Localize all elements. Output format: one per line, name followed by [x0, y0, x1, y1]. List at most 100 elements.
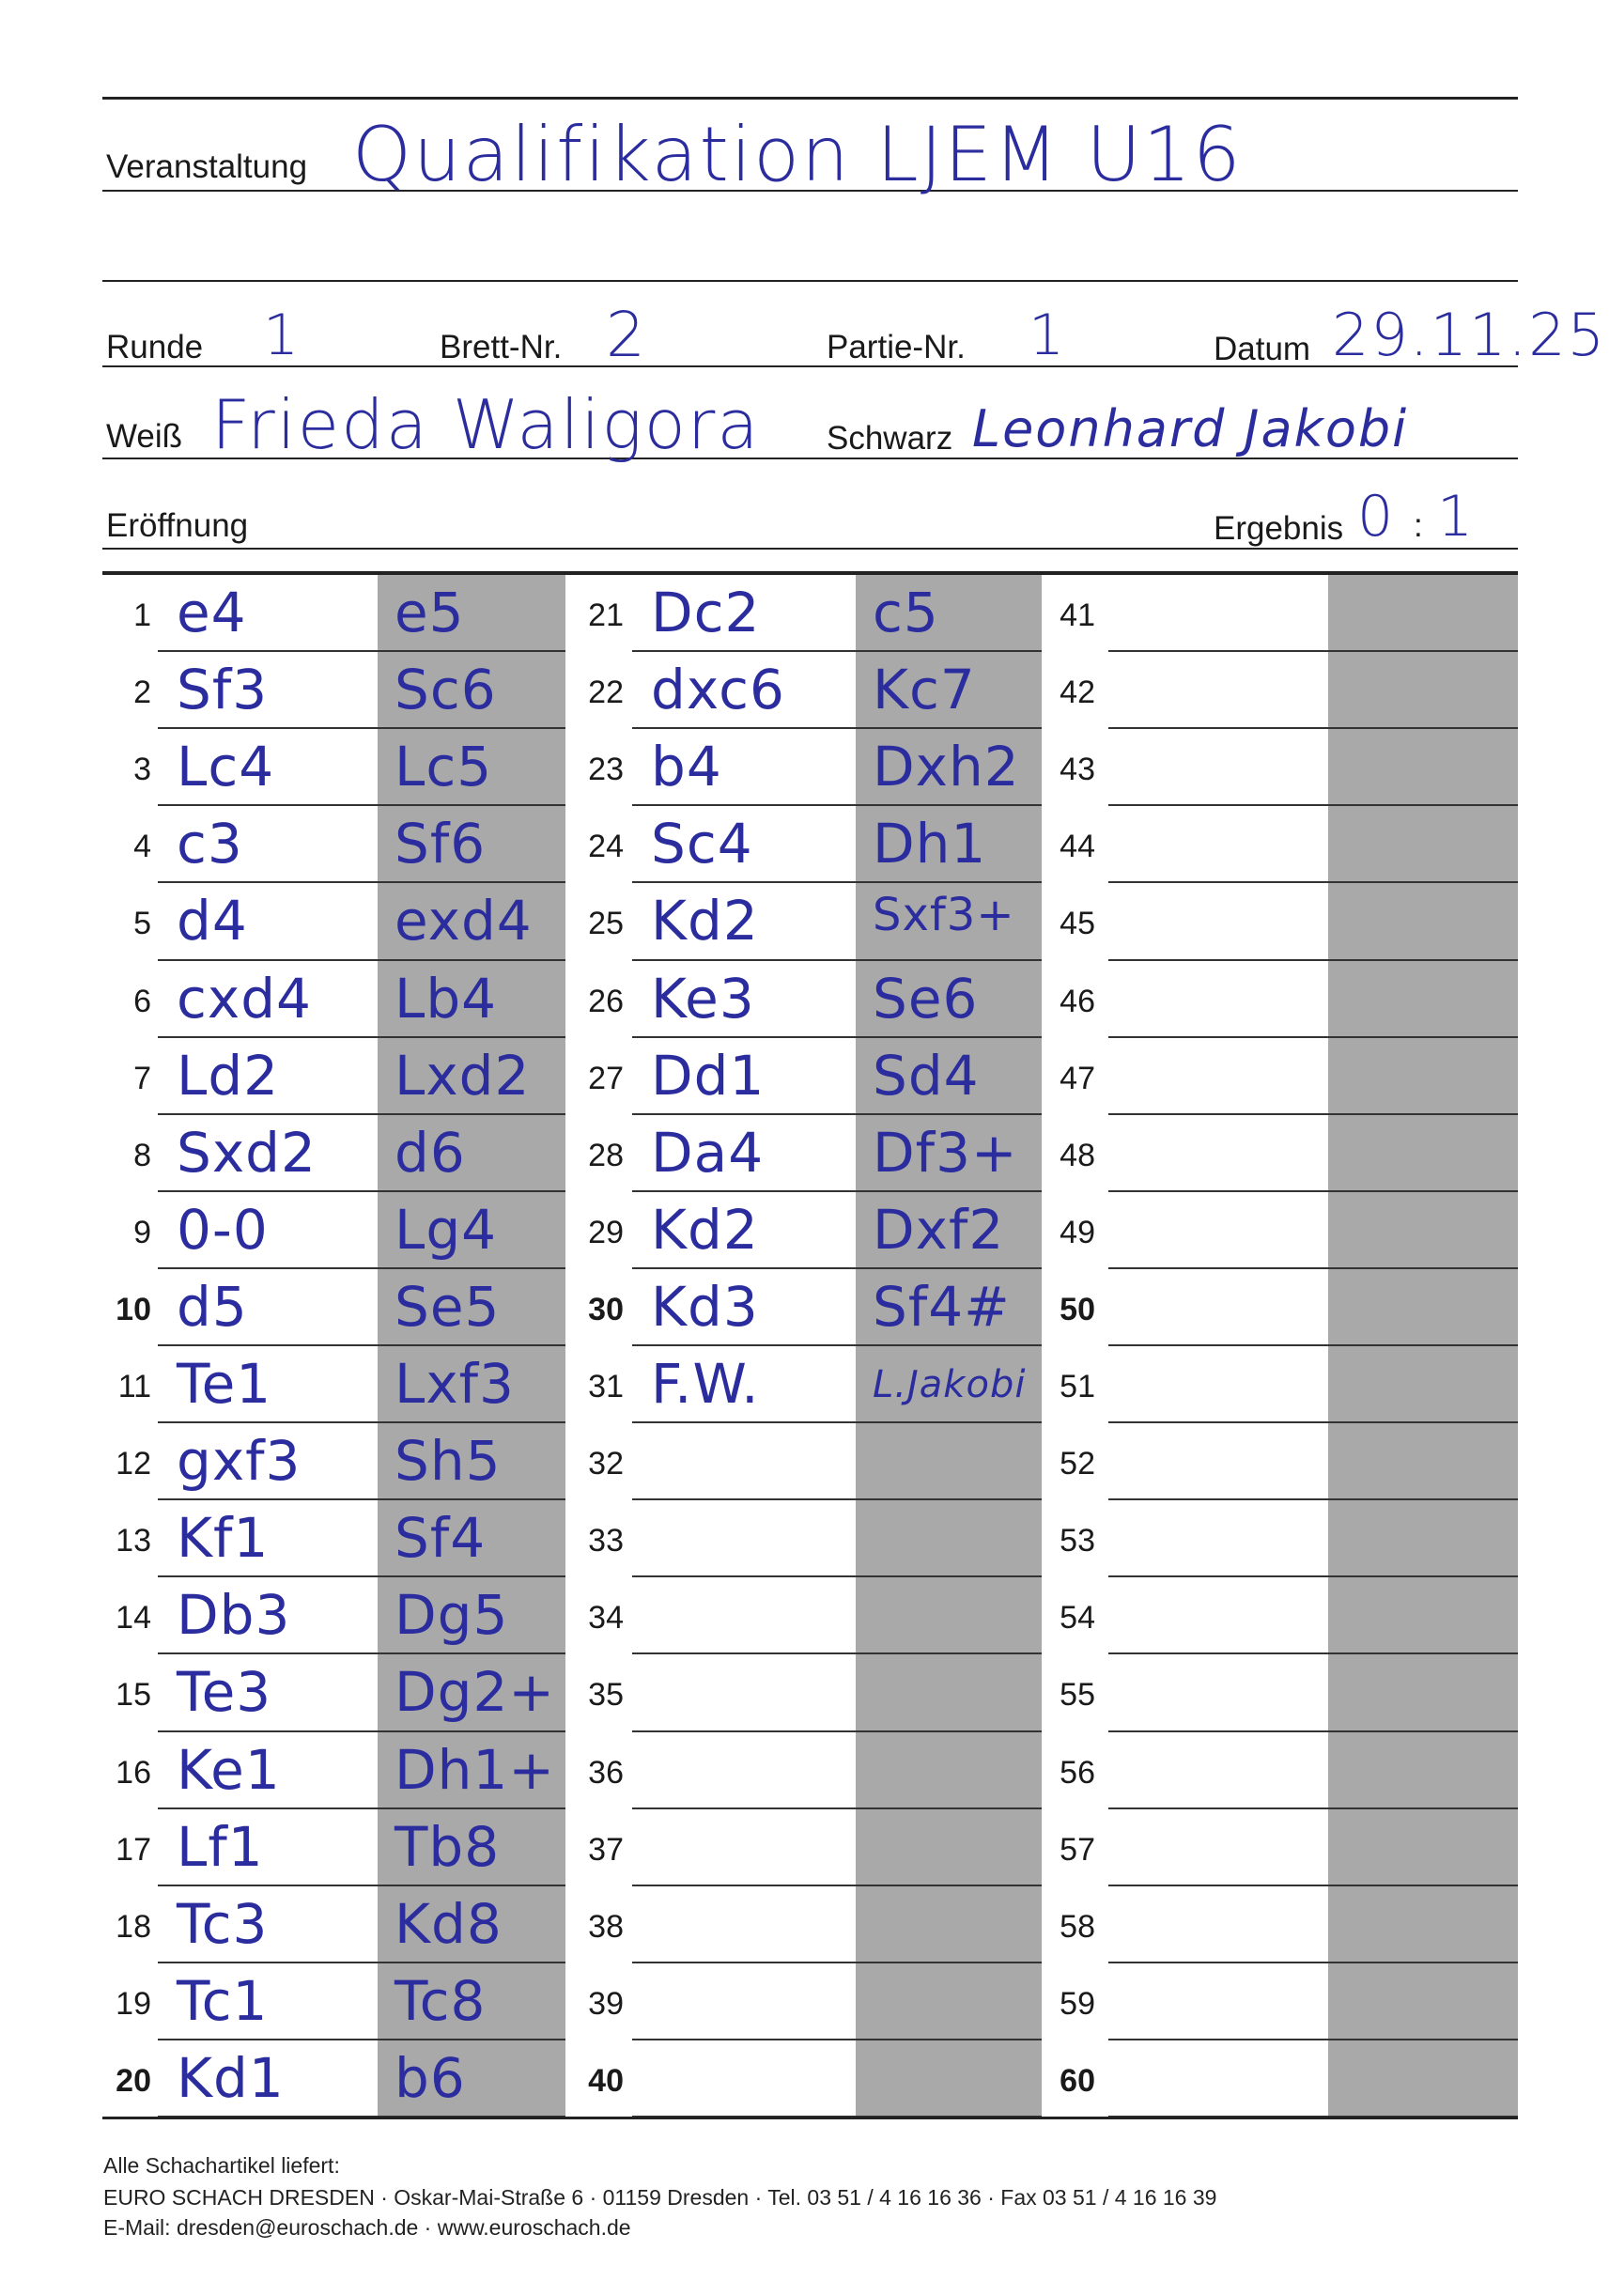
move-number: 6: [133, 983, 151, 1019]
move-row-line: [632, 1112, 1042, 1115]
move-row-line: [1108, 650, 1518, 653]
black-move[interactable]: Sc6: [395, 658, 497, 722]
move-number: 47: [1060, 1060, 1095, 1096]
black-move[interactable]: b6: [395, 2045, 466, 2110]
white-move[interactable]: 0-0: [177, 1197, 269, 1262]
black-move[interactable]: Sf4#: [873, 1274, 1011, 1339]
white-move[interactable]: Ld2: [177, 1043, 280, 1108]
move-row-line: [632, 650, 1042, 653]
white-move[interactable]: cxd4: [177, 966, 312, 1031]
move-row-line: [1108, 1730, 1518, 1732]
black-move[interactable]: Sf4: [395, 1506, 487, 1571]
white-move[interactable]: Ke3: [651, 966, 755, 1031]
white-move[interactable]: Lc4: [177, 735, 275, 799]
black-move[interactable]: Dxf2: [873, 1197, 1005, 1262]
move-number: 1: [133, 597, 151, 633]
move-row-line: [158, 1421, 565, 1424]
white-move[interactable]: Sc4: [651, 812, 753, 877]
black-move[interactable]: Kc7: [873, 658, 976, 722]
black-move[interactable]: Lb4: [395, 966, 498, 1031]
move-row-line: [1108, 1807, 1518, 1809]
white-move[interactable]: Sxd2: [177, 1120, 317, 1185]
black-move[interactable]: Lc5: [395, 735, 493, 799]
move-number: 42: [1060, 675, 1095, 711]
black-move[interactable]: Sxf3+: [873, 889, 1015, 942]
black-move[interactable]: Dg2+: [395, 1660, 555, 1725]
white-move[interactable]: b4: [651, 735, 722, 799]
black-move[interactable]: Lg4: [395, 1197, 498, 1262]
white-move[interactable]: Ke1: [177, 1737, 281, 1802]
move-number: 52: [1060, 1446, 1095, 1482]
white-move[interactable]: Da4: [651, 1120, 765, 1185]
white-move[interactable]: Te1: [177, 1352, 272, 1416]
black-move[interactable]: Tb8: [395, 1814, 501, 1879]
white-move[interactable]: F.W.: [651, 1352, 760, 1416]
move-row-line: [632, 1730, 1042, 1732]
move-row-line: [632, 881, 1042, 884]
move-row-line: [158, 1344, 565, 1346]
black-move[interactable]: Se6: [873, 966, 979, 1031]
move-row-line: [1108, 1575, 1518, 1578]
move-number: 48: [1060, 1137, 1095, 1173]
move-row-line: [1108, 1652, 1518, 1655]
result-separator: :: [1414, 507, 1423, 544]
move-row-line: [632, 958, 1042, 961]
move-row-line: [632, 2038, 1042, 2040]
black-move[interactable]: Dxh2: [873, 735, 1020, 799]
black-move[interactable]: Sh5: [395, 1429, 502, 1494]
white-move[interactable]: Tc3: [177, 1891, 269, 1956]
move-number: 15: [116, 1677, 151, 1714]
black-move[interactable]: d6: [395, 1120, 466, 1185]
move-number: 55: [1060, 1677, 1095, 1714]
white-move[interactable]: Db3: [177, 1583, 291, 1648]
black-move[interactable]: Sd4: [873, 1043, 980, 1108]
black-move[interactable]: c5: [873, 581, 939, 644]
footer-line-1: Alle Schachartikel liefert:: [103, 2153, 340, 2178]
white-move[interactable]: gxf3: [177, 1429, 302, 1494]
grid-top-rule: [102, 571, 1518, 575]
move-number: 35: [588, 1677, 624, 1714]
white-move[interactable]: dxc6: [651, 658, 785, 722]
white-move[interactable]: Te3: [177, 1660, 272, 1725]
black-move[interactable]: e5: [395, 581, 465, 644]
black-move[interactable]: Sf6: [395, 812, 487, 877]
white-move[interactable]: e4: [177, 581, 247, 644]
top-rule: [102, 97, 1518, 100]
white-move[interactable]: Kd1: [177, 2045, 285, 2110]
white-move[interactable]: c3: [177, 812, 243, 877]
event-label: Veranstaltung: [106, 148, 308, 185]
white-move[interactable]: Kd2: [651, 889, 759, 954]
move-row-line: [158, 650, 565, 653]
black-move[interactable]: Dg5: [395, 1583, 509, 1648]
black-move[interactable]: Lxf3: [395, 1352, 515, 1416]
move-row-line: [632, 1344, 1042, 1346]
black-move[interactable]: Df3+: [873, 1120, 1018, 1185]
black-move[interactable]: L.Jakobi: [873, 1363, 1027, 1406]
black-move[interactable]: Lxd2: [395, 1043, 531, 1108]
move-number: 53: [1060, 1523, 1095, 1559]
black-move[interactable]: Dh1: [873, 812, 987, 877]
board-label: Brett-Nr.: [440, 329, 563, 365]
move-row-line: [1108, 1035, 1518, 1038]
white-move[interactable]: Dd1: [651, 1043, 766, 1108]
move-number: 17: [116, 1831, 151, 1868]
black-player-value: Leonhard Jakobi: [972, 399, 1409, 458]
white-move[interactable]: Kd2: [651, 1197, 759, 1262]
black-move[interactable]: Kd8: [395, 1891, 503, 1956]
move-row-line: [158, 1189, 565, 1192]
move-number: 37: [588, 1831, 624, 1868]
black-move[interactable]: Dh1+: [395, 1737, 555, 1802]
black-move[interactable]: Se5: [395, 1274, 501, 1339]
white-move[interactable]: Sf3: [177, 658, 269, 722]
white-move[interactable]: d5: [177, 1274, 248, 1339]
black-move[interactable]: exd4: [395, 889, 533, 954]
white-move[interactable]: Kf1: [177, 1506, 270, 1571]
white-move[interactable]: Dc2: [651, 581, 761, 644]
black-move[interactable]: Tc8: [395, 1968, 487, 2033]
white-move[interactable]: d4: [177, 889, 248, 954]
white-move[interactable]: Kd3: [651, 1274, 759, 1339]
white-move[interactable]: Tc1: [177, 1968, 269, 2033]
white-move[interactable]: Lf1: [177, 1814, 264, 1879]
move-row-line: [1108, 804, 1518, 807]
black-move-column-2: [856, 575, 1042, 2118]
